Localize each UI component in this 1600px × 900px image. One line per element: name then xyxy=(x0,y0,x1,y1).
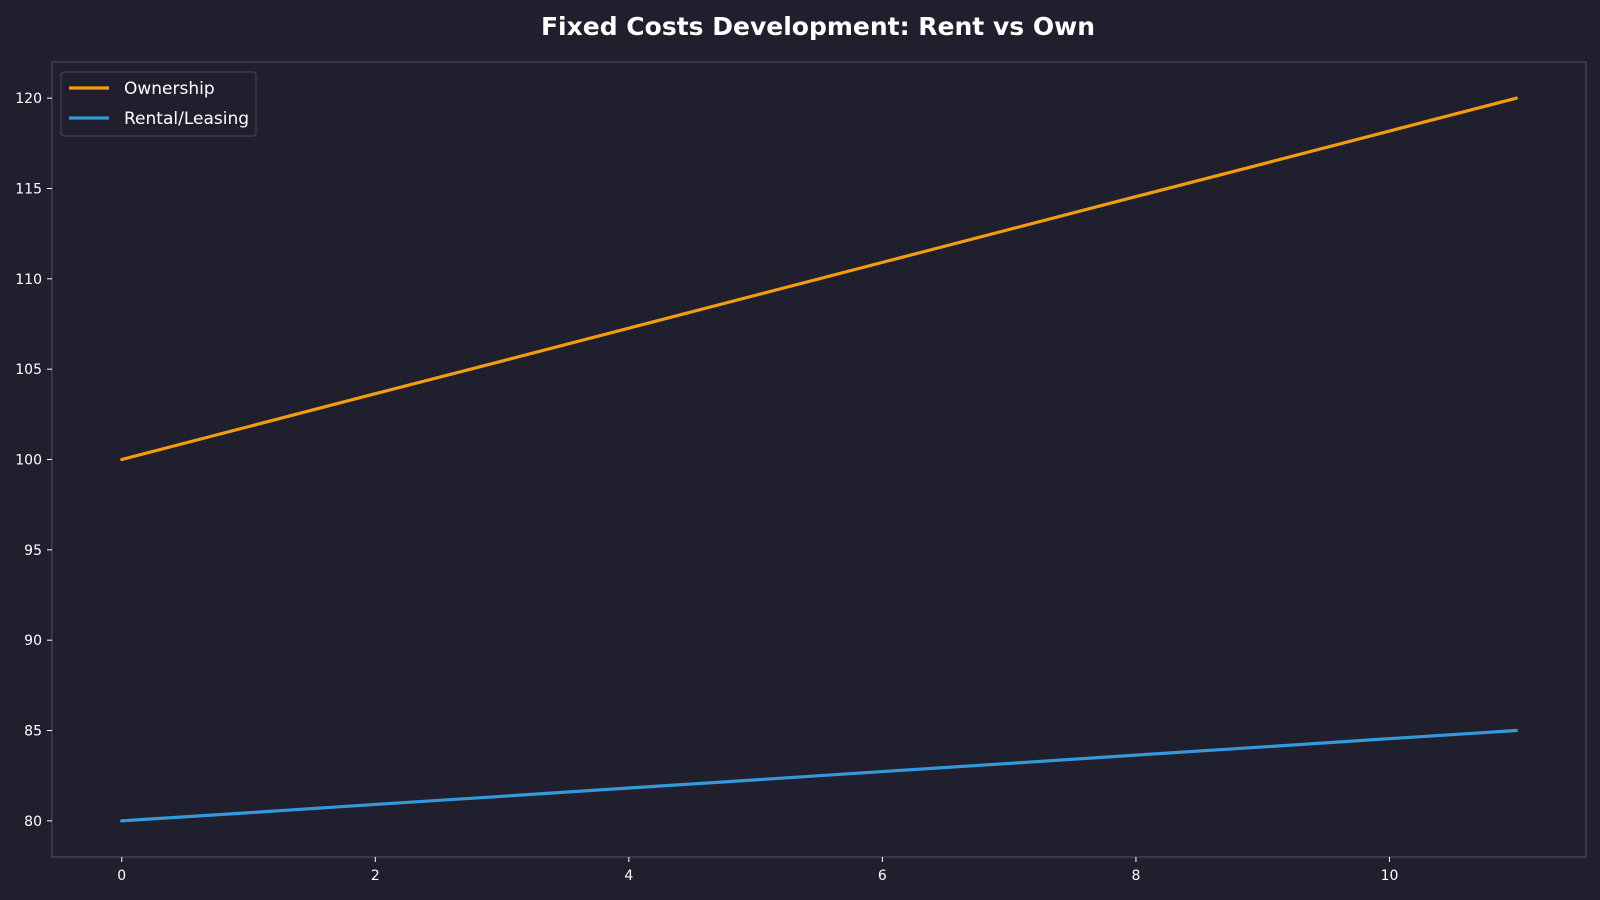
x-axis-ticks: 0 2 4 6 8 10 xyxy=(117,857,1398,884)
x-tick-label: 2 xyxy=(371,868,380,884)
x-tick-label: 6 xyxy=(878,868,887,884)
y-tick-label: 115 xyxy=(15,181,42,197)
legend: Ownership Rental/Leasing xyxy=(60,71,257,137)
x-tick-label: 0 xyxy=(117,868,126,884)
x-tick-label: 8 xyxy=(1131,868,1140,884)
y-tick-label: 80 xyxy=(24,814,42,830)
y-tick-label: 105 xyxy=(15,362,42,378)
chart-title: Fixed Costs Development: Rent vs Own xyxy=(541,12,1095,41)
series-line-ownership xyxy=(120,96,1518,462)
x-tick-label: 4 xyxy=(624,868,633,884)
y-tick-label: 100 xyxy=(15,453,42,469)
y-tick-label: 85 xyxy=(24,724,42,740)
series-line-rental-leasing xyxy=(120,728,1518,823)
legend-box xyxy=(60,71,257,137)
y-tick-label: 90 xyxy=(24,633,42,649)
legend-label-rental-leasing: Rental/Leasing xyxy=(124,109,249,129)
legend-label-ownership: Ownership xyxy=(124,79,215,99)
y-tick-label: 110 xyxy=(15,272,42,288)
x-tick-label: 10 xyxy=(1381,868,1399,884)
series-lines xyxy=(120,96,1518,823)
y-tick-label: 95 xyxy=(24,543,42,559)
y-tick-label: 120 xyxy=(15,91,42,107)
y-axis-ticks: 80 85 90 95 100 105 110 115 120 xyxy=(15,91,52,830)
